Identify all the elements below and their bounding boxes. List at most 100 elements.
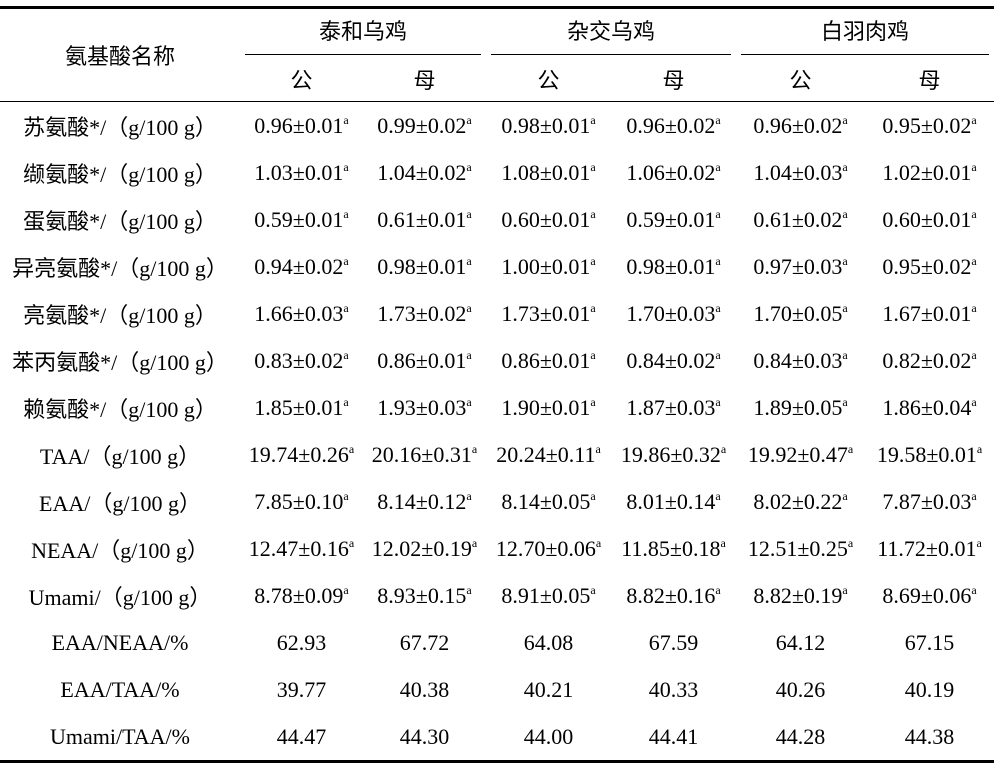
header-row: 氨基酸名称 泰和乌鸡 杂交乌鸡 白羽肉鸡 [0, 6, 994, 102]
table-cell: 0.99±0.02a [363, 102, 486, 150]
cell-value: 19.92±0.47 [747, 441, 848, 467]
cell-value: 1.70±0.05 [753, 300, 843, 326]
cell-value: 1.02±0.01 [882, 159, 972, 185]
significance-letter: a [976, 535, 982, 550]
cell-value: 0.60±0.01 [501, 206, 591, 232]
table-cell: 0.59±0.01a [611, 196, 736, 243]
significance-letter: a [720, 441, 727, 456]
table-row: NEAA/（g/100 g） 12.47±0.16a 12.02±0.19a 12.7… [0, 525, 994, 572]
significance-letter: a [715, 206, 721, 221]
cell-value: 44.28 [775, 723, 826, 749]
significance-letter: a [348, 535, 355, 550]
table-cell: 0.82±0.02a [865, 337, 994, 384]
significance-letter: a [971, 206, 977, 221]
table-header: 氨基酸名称 泰和乌鸡 杂交乌鸡 白羽肉鸡 公母公母公母 [0, 6, 994, 102]
significance-letter: a [715, 347, 721, 362]
table-cell: 20.24±0.11a [486, 431, 611, 478]
table-cell: 67.59 [611, 619, 736, 666]
row-label: 缬氨酸*/（g/100 g） [23, 161, 217, 187]
table-row: 苏氨酸*/（g/100 g） 0.96±0.01a 0.99±0.02a 0.98±0… [0, 102, 994, 150]
cell-value: 0.95±0.02 [882, 112, 972, 138]
table-cell: 0.59±0.01a [240, 196, 363, 243]
cell-value: 20.24±0.11 [496, 441, 596, 467]
significance-letter: a [720, 535, 726, 550]
significance-letter: a [842, 394, 848, 409]
table-cell: 0.86±0.01a [363, 337, 486, 384]
cell-value: 1.00±0.01 [501, 253, 591, 279]
table-cell: 0.86±0.01a [486, 337, 611, 384]
table-cell: 40.33 [611, 666, 736, 713]
table-cell: 0.61±0.02a [736, 196, 865, 243]
table-cell: 1.02±0.01a [865, 149, 994, 196]
table-cell: 40.21 [486, 666, 611, 713]
table-cell: 20.16±0.31a [363, 431, 486, 478]
group-name: 白羽肉鸡 [741, 10, 990, 55]
table-cell: 1.87±0.03a [611, 384, 736, 431]
cell-value: 1.93±0.03 [377, 394, 467, 420]
group-name: 泰和乌鸡 [245, 10, 482, 55]
cell-value: 64.12 [775, 629, 826, 655]
table-cell: 8.69±0.06a [865, 572, 994, 619]
table-cell: 8.78±0.09a [240, 572, 363, 619]
cell-value: 0.95±0.02 [882, 253, 972, 279]
cell-value: 12.51±0.25 [747, 535, 848, 561]
row-label: 赖氨酸*/（g/100 g） [23, 396, 217, 422]
cell-value: 0.99±0.02 [377, 112, 467, 138]
cell-value: 8.91±0.05 [501, 582, 591, 608]
table-cell: 39.77 [240, 666, 363, 713]
table-cell: 12.47±0.16a [240, 525, 363, 572]
significance-letter: a [842, 112, 848, 127]
table-cell: 19.58±0.01a [865, 431, 994, 478]
cell-value: 19.58±0.01 [876, 441, 977, 467]
table-cell: 0.84±0.02a [611, 337, 736, 384]
sex-header: 公 [736, 56, 866, 102]
significance-letter: a [466, 159, 472, 174]
cell-value: 0.96±0.02 [626, 112, 716, 138]
row-label: Umami/（g/100 g） [28, 584, 212, 610]
table-cell: 1.70±0.03a [611, 290, 736, 337]
sex-header: 公 [240, 56, 363, 102]
table-row: 赖氨酸*/（g/100 g） 1.85±0.01a 1.93±0.03a 1.90±0… [0, 384, 994, 431]
table-cell: 67.72 [363, 619, 486, 666]
significance-letter: a [715, 300, 721, 315]
table-cell: 19.86±0.32a [611, 431, 736, 478]
table-cell: 8.01±0.14a [611, 478, 736, 525]
table-cell: 44.30 [363, 713, 487, 763]
cell-value: 0.83±0.02 [254, 347, 344, 373]
significance-letter: a [842, 488, 848, 503]
table-row: Umami/TAA/% 44.47 44.30 44.00 44.41 44.28 44.3… [0, 713, 994, 763]
row-label: 苯丙氨酸*/（g/100 g） [12, 349, 228, 375]
cell-value: 1.06±0.02 [626, 159, 716, 185]
table-cell: 40.38 [363, 666, 486, 713]
group-header: 杂交乌鸡 [486, 6, 737, 56]
significance-letter: a [471, 441, 478, 456]
table-cell: 8.82±0.19a [736, 572, 865, 619]
table-cell: 8.82±0.16a [611, 572, 736, 619]
significance-letter: a [842, 253, 848, 268]
table-cell: 40.26 [736, 666, 865, 713]
table-cell: 1.03±0.01a [240, 149, 363, 196]
cell-value: 0.86±0.01 [377, 347, 467, 373]
significance-letter: a [343, 347, 349, 362]
row-label: Umami/TAA/% [0, 713, 240, 763]
cell-value: 1.73±0.01 [501, 300, 591, 326]
table-cell: 64.12 [736, 619, 865, 666]
cell-value: 0.61±0.02 [753, 206, 843, 232]
cell-value: 8.14±0.12 [377, 488, 467, 514]
table-row: EAA/（g/100 g） 7.85±0.10a 8.14±0.12a 8.14±0.… [0, 478, 994, 525]
table-cell: 19.74±0.26a [240, 431, 363, 478]
significance-letter: a [842, 206, 848, 221]
group-header: 白羽肉鸡 [736, 6, 994, 56]
table-cell: 8.02±0.22a [736, 478, 865, 525]
significance-letter: a [343, 112, 349, 127]
significance-letter: a [590, 300, 596, 315]
table-cell: 1.70±0.05a [736, 290, 865, 337]
row-label: TAA/（g/100 g） [39, 443, 201, 469]
table-cell: 1.86±0.04a [865, 384, 994, 431]
significance-letter: a [590, 582, 596, 597]
cell-value: 0.82±0.02 [882, 347, 972, 373]
group-name: 杂交乌鸡 [491, 10, 732, 55]
cell-value: 11.72±0.01 [877, 535, 977, 561]
cell-value: 1.89±0.05 [753, 394, 843, 420]
significance-letter: a [590, 112, 596, 127]
